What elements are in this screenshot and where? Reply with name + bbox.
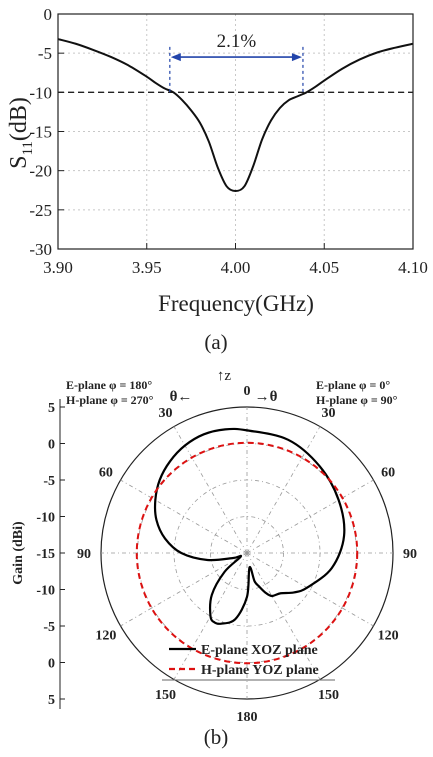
polar-spoke <box>246 552 321 680</box>
y-tick-label: -10 <box>29 83 52 102</box>
polar-angle-label: 120 <box>95 629 116 644</box>
legend-label-h-plane: H-plane YOZ plane <box>201 663 319 678</box>
s11-ticks: 3.90 3.95 4.00 4.05 4.10 0 -5 -10 -15 -20 -25 -30 <box>29 5 428 277</box>
gain-axis: 5 0 -5 -10 -15 -10 -5 0 5 <box>36 399 65 709</box>
s11-ylabel-main: S <box>6 156 32 169</box>
y-tick-label: -25 <box>29 201 52 220</box>
x-tick-label: 4.10 <box>398 258 428 277</box>
gain-tick-label: 0 <box>48 438 55 453</box>
right-plane-info-2: H-plane φ = 90° <box>316 393 398 407</box>
y-tick-label: -5 <box>38 44 52 63</box>
theta-left-label: θ← <box>170 389 193 405</box>
gain-tick-label: -5 <box>43 620 55 635</box>
x-tick-label: 4.05 <box>309 258 339 277</box>
left-plane-info-1: E-plane φ = 180° <box>66 378 152 392</box>
gain-tick-label: -10 <box>36 511 55 526</box>
polar-angle-label: 150 <box>318 688 339 703</box>
polar-legend: E-plane XOZ plane H-plane YOZ plane <box>162 643 335 681</box>
gain-tick-label: -10 <box>36 584 55 599</box>
s11-curve <box>57 38 414 193</box>
bandwidth-arrowhead-right <box>291 53 302 62</box>
polar-angle-label: 90 <box>403 547 417 562</box>
polar-angle-label: 180 <box>237 710 258 725</box>
polar-angle-label: 0 <box>244 384 251 399</box>
polar-spoke <box>120 552 248 627</box>
polar-angle-label: 120 <box>378 629 399 644</box>
y-tick-label: -30 <box>29 240 52 259</box>
bandwidth-arrowhead-left <box>170 53 181 62</box>
polar-angle-label: 30 <box>322 406 336 421</box>
gain-polar-chart: 5 0 -5 -10 -15 -10 -5 0 5 0 30 60 90 120 150 180 150 120… <box>11 368 417 749</box>
x-tick-label: 4.00 <box>221 258 251 277</box>
y-tick-label: -15 <box>29 123 52 142</box>
s11-xlabel: Frequency(GHz) <box>158 291 314 316</box>
polar-spoke <box>246 426 321 554</box>
polar-angle-label: 60 <box>381 466 395 481</box>
polar-spoke <box>120 479 248 554</box>
gain-tick-label: 0 <box>48 657 55 672</box>
polar-spoke <box>173 426 248 554</box>
y-tick-label: -20 <box>29 162 52 181</box>
bandwidth-annotation: 2.1% <box>169 31 304 93</box>
s11-series-line <box>57 38 414 193</box>
z-axis-label: ↑z <box>217 368 232 384</box>
polar-angle-label: 90 <box>77 547 91 562</box>
polar-curves <box>135 427 359 665</box>
panel-label-a: (a) <box>204 330 227 354</box>
theta-right-label: →θ <box>255 389 278 405</box>
bandwidth-label: 2.1% <box>217 31 257 52</box>
s11-ylabel-tail: (dB) <box>6 97 32 141</box>
left-plane-info-2: H-plane φ = 270° <box>66 393 154 407</box>
polar-spoke <box>246 479 374 554</box>
x-tick-label: 3.95 <box>132 258 162 277</box>
gain-tick-label: 5 <box>48 693 55 708</box>
gain-ylabel: Gain (dBi) <box>11 521 26 585</box>
gain-tick-label: -5 <box>43 474 55 489</box>
s11-ylabel: S11(dB) <box>6 97 36 169</box>
polar-angle-label: 60 <box>99 466 113 481</box>
gain-tick-label: -15 <box>36 547 55 562</box>
polar-angle-label: 150 <box>155 688 176 703</box>
x-tick-label: 3.90 <box>43 258 73 277</box>
legend-label-e-plane: E-plane XOZ plane <box>201 643 318 658</box>
y-tick-label: 0 <box>44 5 53 24</box>
h-plane-curve <box>135 441 359 665</box>
e-plane-curve <box>153 427 346 625</box>
right-plane-info-1: E-plane φ = 0° <box>316 378 390 392</box>
panel-label-b: (b) <box>204 725 229 749</box>
polar-spoke <box>246 552 374 627</box>
s11-ylabel-sub: 11 <box>20 141 36 155</box>
s11-chart: 2.1% 3.90 3.95 4.00 4.05 4.10 0 -5 -10 -15 -20 -25… <box>6 5 428 354</box>
gain-tick-label: 5 <box>48 401 55 416</box>
polar-angle-label: 30 <box>159 406 173 421</box>
polar-angle-labels: 0 30 60 90 120 150 180 150 120 90 60 30 <box>77 384 417 725</box>
